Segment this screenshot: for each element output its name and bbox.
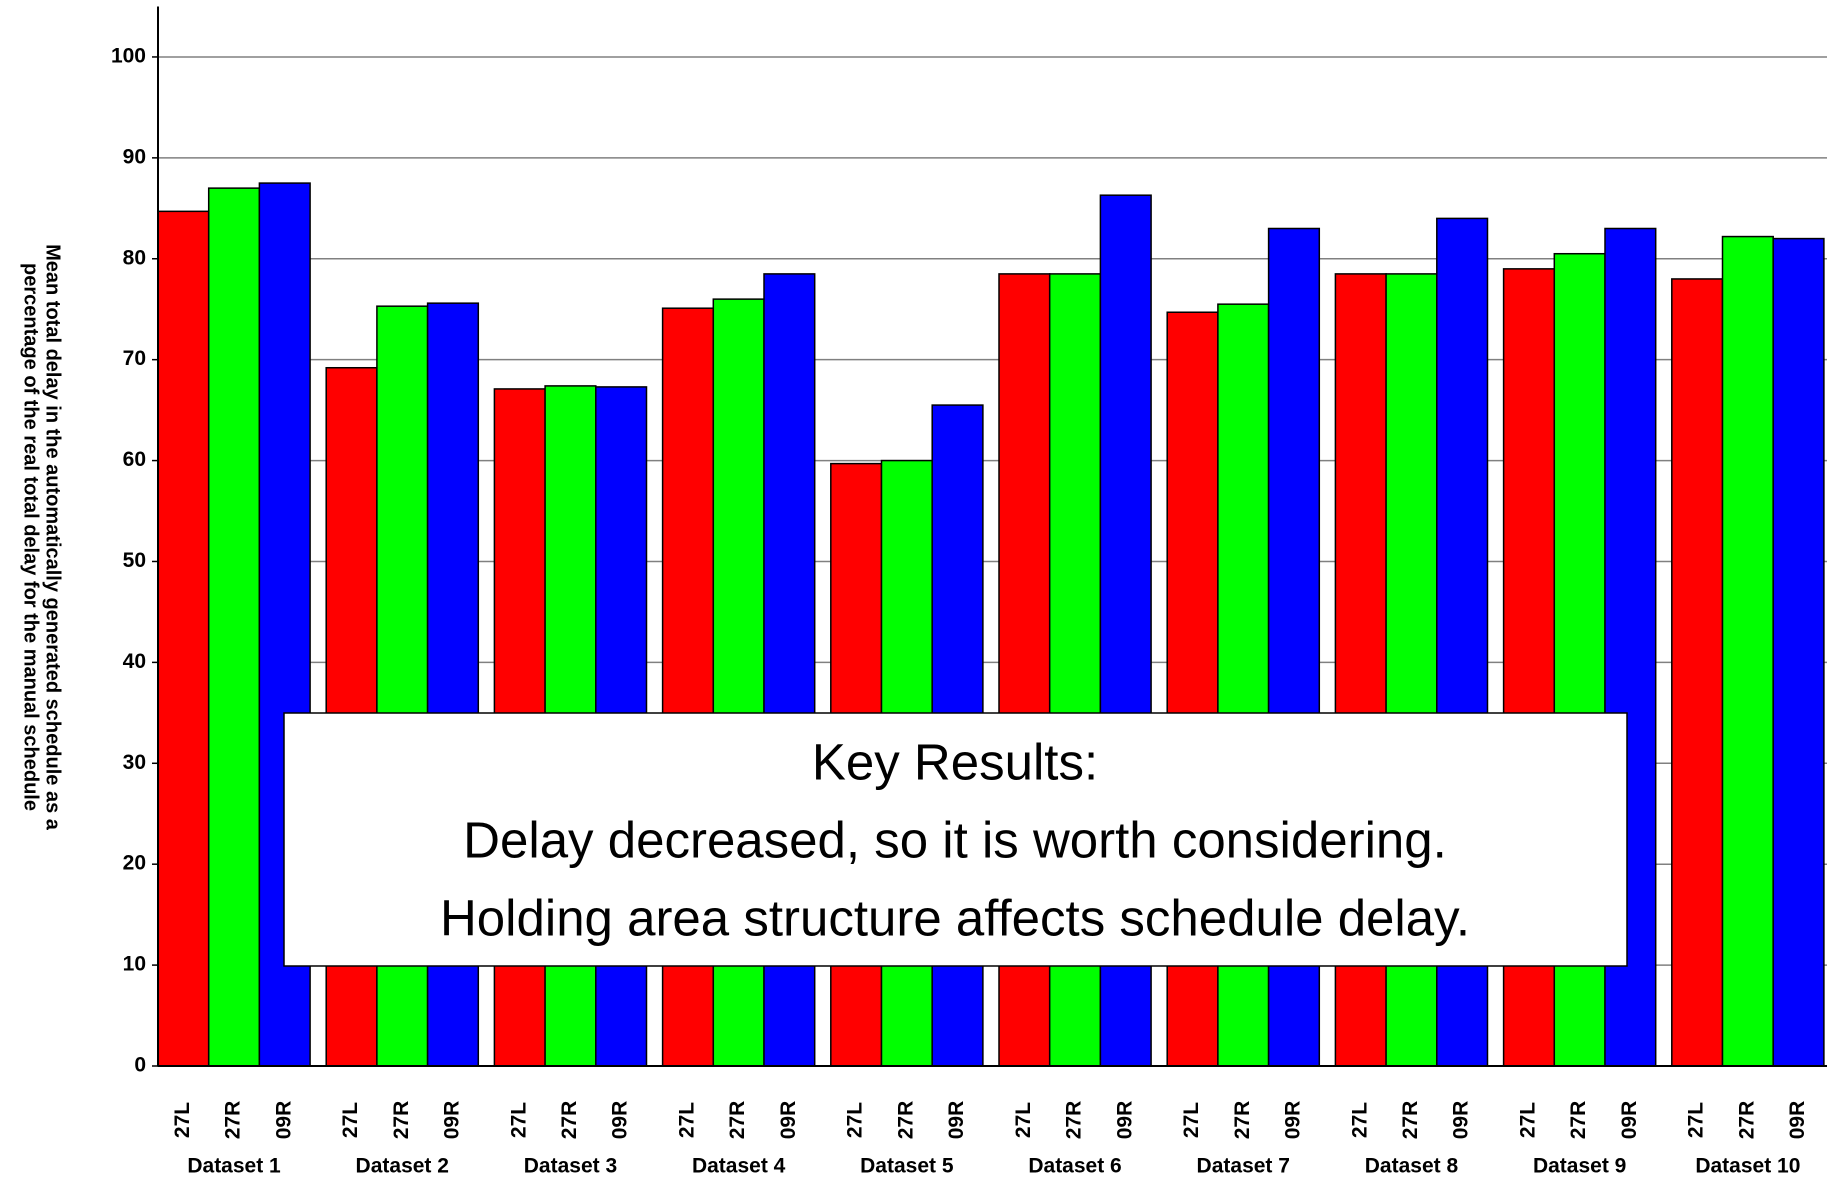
series-label: 27R xyxy=(726,1101,749,1140)
series-label: 27L xyxy=(1012,1102,1035,1138)
y-tick-label: 60 xyxy=(123,448,146,471)
annotation-text: Delay decreased, so it is worth consider… xyxy=(463,811,1447,868)
y-axis-label: Mean total delay in the automatically ge… xyxy=(42,244,64,831)
series-label: 27R xyxy=(558,1101,581,1140)
y-axis-label: percentage of the real total delay for t… xyxy=(20,263,42,811)
y-tick-label: 70 xyxy=(123,347,146,370)
series-label: 09R xyxy=(440,1101,463,1140)
series-label: 27R xyxy=(1735,1101,1758,1140)
y-tick-label: 30 xyxy=(123,751,146,774)
series-label: 27L xyxy=(171,1102,194,1138)
series-label: 27L xyxy=(1516,1102,1539,1138)
series-label: 09R xyxy=(1618,1101,1641,1140)
annotation-text: Holding area structure affects schedule … xyxy=(440,889,1470,946)
x-tick-label: Dataset 5 xyxy=(860,1155,954,1178)
x-tick-label: Dataset 6 xyxy=(1028,1155,1121,1178)
series-label: 09R xyxy=(1113,1101,1136,1140)
series-label: 09R xyxy=(777,1101,800,1140)
bar xyxy=(157,210,210,1067)
series-label: 09R xyxy=(1786,1101,1809,1140)
bar xyxy=(1772,237,1825,1067)
y-tick-label: 90 xyxy=(123,145,146,168)
series-label: 09R xyxy=(1281,1101,1304,1140)
series-label: 27L xyxy=(339,1102,362,1138)
series-label: 27R xyxy=(1567,1101,1590,1140)
x-tick-label: Dataset 8 xyxy=(1365,1155,1459,1178)
x-tick-label: Dataset 3 xyxy=(524,1155,617,1178)
y-tick-label: 0 xyxy=(134,1054,146,1077)
series-label: 27L xyxy=(1348,1102,1371,1138)
series-label: 09R xyxy=(945,1101,968,1140)
annotation-box xyxy=(283,712,1628,967)
series-label: 27R xyxy=(390,1101,413,1140)
bar xyxy=(207,187,261,1067)
y-tick-label: 20 xyxy=(123,852,146,875)
x-tick-label: Dataset 4 xyxy=(692,1155,786,1178)
y-tick-label: 50 xyxy=(123,549,146,572)
series-label: 27L xyxy=(675,1102,698,1138)
x-tick-label: Dataset 10 xyxy=(1695,1155,1800,1178)
series-label: 27R xyxy=(222,1101,245,1140)
x-tick-label: Dataset 7 xyxy=(1197,1155,1290,1178)
series-label: 27L xyxy=(1180,1102,1203,1138)
annotation-text: Key Results: xyxy=(812,733,1098,790)
bar xyxy=(1671,278,1724,1067)
y-tick-label: 100 xyxy=(111,44,146,67)
x-tick-label: Dataset 2 xyxy=(356,1155,449,1178)
series-label: 27R xyxy=(1231,1101,1254,1140)
series-label: 27R xyxy=(1399,1101,1422,1140)
series-label: 27R xyxy=(1063,1101,1086,1140)
y-tick-label: 40 xyxy=(123,650,146,673)
series-label: 27L xyxy=(1685,1102,1708,1138)
series-label: 09R xyxy=(1450,1101,1473,1140)
x-tick-label: Dataset 9 xyxy=(1533,1155,1626,1178)
series-label: 27L xyxy=(507,1102,530,1138)
y-tick-label: 80 xyxy=(123,246,146,269)
series-label: 09R xyxy=(609,1101,632,1140)
bar xyxy=(1721,235,1774,1067)
x-tick-label: Dataset 1 xyxy=(187,1155,281,1178)
series-label: 27R xyxy=(894,1101,917,1140)
series-label: 09R xyxy=(272,1101,295,1140)
y-tick-label: 10 xyxy=(123,953,146,976)
series-label: 27L xyxy=(844,1102,867,1138)
